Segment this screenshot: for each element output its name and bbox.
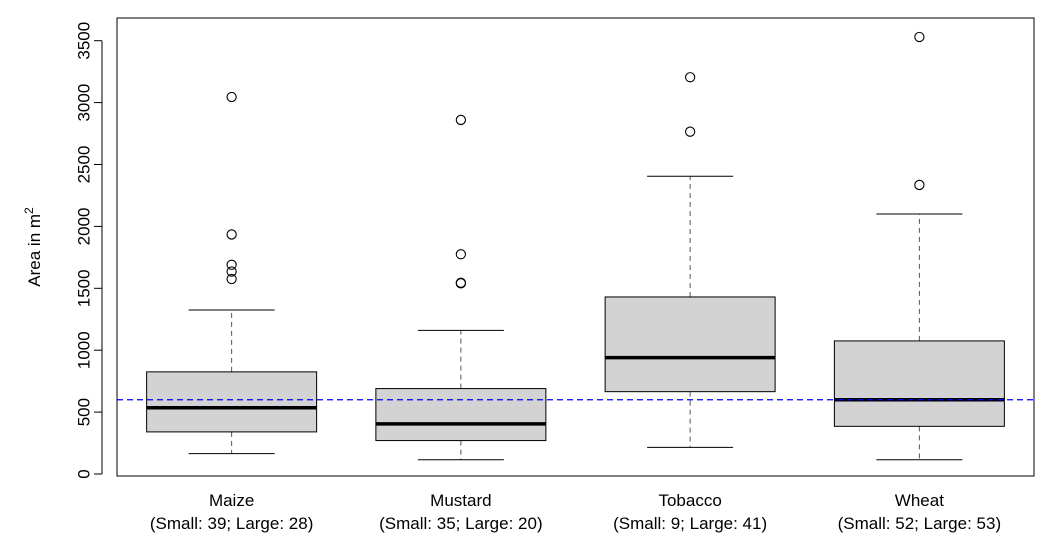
x-sublabel-wheat: (Small: 52; Large: 53) — [838, 514, 1001, 533]
box-maize — [146, 91, 318, 455]
x-sublabel-maize: (Small: 39; Large: 28) — [150, 514, 313, 533]
x-label-maize: Maize — [209, 491, 254, 510]
y-tick-label-1000: 1000 — [75, 331, 94, 369]
box-wheat — [833, 31, 1005, 461]
mustard-outlier-2 — [455, 249, 467, 260]
boxes-group — [146, 31, 1005, 461]
y-tick-label-3000: 3000 — [75, 84, 94, 122]
y-tick-label-1500: 1500 — [75, 269, 94, 307]
maize-outlier-0 — [226, 273, 237, 285]
box-mustard — [375, 114, 547, 461]
x-label-tobacco: Tobacco — [658, 491, 721, 510]
y-axis-ticks: 0 500 1000 1500 2000 2500 3000 3500 — [75, 22, 102, 479]
tobacco-outlier-0 — [684, 126, 696, 137]
x-sublabel-mustard: (Small: 35; Large: 20) — [379, 514, 542, 533]
y-tick-label-500: 500 — [75, 398, 94, 426]
y-tick-label-2000: 2000 — [75, 207, 94, 245]
mustard-outlier-3 — [455, 114, 467, 126]
tobacco-box — [604, 296, 776, 393]
wheat-box — [833, 340, 1005, 427]
x-label-wheat: Wheat — [895, 491, 944, 510]
maize-outlier-4 — [226, 91, 237, 103]
x-sublabel-tobacco: (Small: 9; Large: 41) — [613, 514, 767, 533]
wheat-outlier-0 — [914, 179, 925, 191]
maize-outlier-3 — [226, 229, 237, 240]
y-axis-title: Area in m2 — [22, 207, 44, 287]
maize-outlier-2 — [226, 259, 237, 270]
mustard-outlier-1 — [455, 277, 467, 288]
x-label-mustard: Mustard — [430, 491, 491, 510]
y-tick-label-0: 0 — [75, 469, 94, 478]
tobacco-outlier-1 — [684, 72, 696, 83]
y-tick-label-2500: 2500 — [75, 146, 94, 184]
mustard-box — [375, 388, 547, 442]
maize-box — [146, 371, 318, 433]
x-axis-labels: Maize (Small: 39; Large: 28) Mustard (Small… — [150, 491, 1001, 533]
maize-outlier-1 — [226, 266, 237, 277]
y-tick-label-3500: 3500 — [75, 22, 94, 60]
wheat-outlier-1 — [914, 31, 925, 43]
y-axis-title-superscript: 2 — [22, 207, 36, 214]
plot-frame — [116, 17, 1035, 477]
box-tobacco — [604, 72, 776, 448]
